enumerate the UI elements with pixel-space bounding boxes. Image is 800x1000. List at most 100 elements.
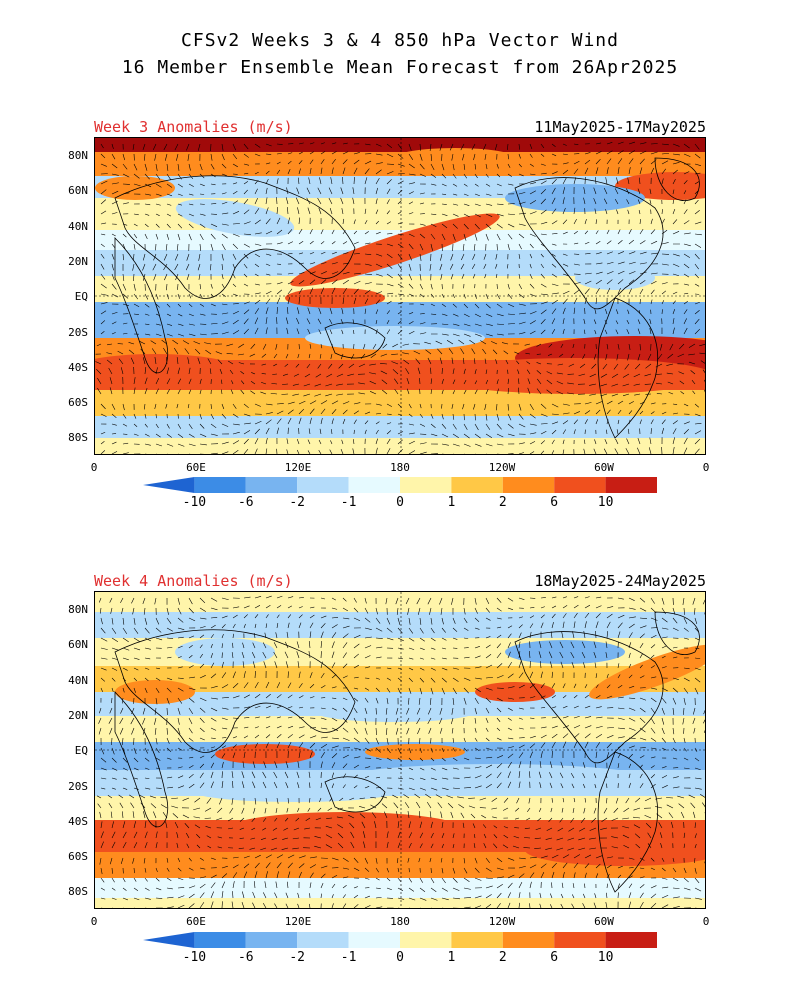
wind-vector [415, 358, 421, 365]
wind-vector [582, 353, 586, 359]
wind-vector [133, 213, 139, 216]
wind-vector [496, 717, 501, 722]
wind-vector [100, 647, 108, 650]
wind-vector [210, 857, 216, 860]
wind-vector [364, 895, 370, 899]
wind-vector [199, 717, 205, 724]
wind-vector [644, 797, 652, 802]
wind-vector [496, 867, 504, 871]
wind-vector [540, 751, 543, 759]
wind-vector [328, 197, 333, 205]
wind-vector [627, 353, 630, 361]
wind-vector [606, 856, 614, 859]
wind-vector [309, 408, 315, 415]
wind-vector [639, 251, 647, 255]
wind-vector [375, 707, 377, 715]
wind-vector [452, 877, 458, 883]
wind-vector [350, 353, 355, 360]
wind-vector [254, 596, 262, 599]
wind-vector [276, 410, 284, 415]
wind-vector [628, 616, 636, 619]
wind-vector [276, 623, 279, 629]
wind-vector [144, 767, 150, 770]
wind-vector [254, 623, 257, 629]
wind-vector [210, 643, 213, 649]
wind-vector [562, 143, 567, 146]
wind-vector [188, 857, 192, 862]
wind-vector [419, 192, 425, 195]
wind-vector [441, 617, 444, 625]
wind-vector [573, 733, 580, 739]
wind-vector [177, 423, 182, 429]
wind-vector [635, 843, 641, 849]
wind-vector [556, 847, 564, 851]
wind-vector [144, 433, 150, 437]
wind-vector [639, 884, 645, 889]
wind-vector [463, 213, 470, 218]
wind-vector [142, 717, 146, 725]
wind-vector [386, 210, 390, 215]
wind-vector [342, 271, 350, 275]
wind-vector [96, 343, 102, 347]
wind-vector [199, 607, 207, 612]
wind-vector [672, 300, 676, 305]
wind-vector [287, 152, 293, 155]
wind-vector [606, 167, 609, 175]
wind-vector [186, 832, 190, 839]
wind-vector [485, 423, 491, 430]
wind-vector [232, 881, 235, 889]
wind-vector [661, 766, 667, 769]
week4-panel-label: Week 4 Anomalies (m/s) [94, 572, 293, 590]
wind-vector [692, 597, 696, 605]
wind-vector [537, 817, 542, 822]
wind-vector [551, 243, 557, 246]
wind-vector [551, 596, 557, 599]
wind-vector [185, 263, 190, 271]
wind-vector [144, 747, 148, 754]
wind-vector [306, 318, 311, 325]
wind-vector [408, 201, 414, 205]
wind-vector [419, 832, 424, 839]
wind-vector [606, 621, 611, 629]
wind-vector [320, 717, 327, 720]
wind-vector [186, 143, 190, 151]
wind-vector [188, 707, 194, 715]
wind-vector [639, 597, 646, 603]
wind-vector [221, 745, 227, 749]
wind-vector [232, 330, 240, 335]
wind-vector [210, 652, 213, 659]
wind-vector [703, 729, 705, 733]
wind-vector [177, 775, 184, 779]
wind-vector [210, 403, 212, 409]
wind-vector [308, 428, 311, 435]
wind-vector [298, 606, 303, 609]
wind-vector [177, 895, 185, 899]
wind-vector [317, 363, 322, 369]
wind-vector [661, 775, 668, 779]
wind-vector [210, 293, 215, 298]
anomaly-patch [345, 764, 645, 792]
wind-vector [100, 831, 104, 839]
wind-vector [483, 253, 487, 260]
wind-vector [617, 717, 625, 720]
wind-vector [342, 167, 346, 175]
wind-vector [626, 188, 630, 195]
wind-vector [614, 188, 619, 195]
wind-vector [562, 605, 568, 609]
wind-vector [408, 687, 412, 694]
wind-vector [683, 757, 689, 761]
wind-vector [320, 782, 322, 789]
wind-vector [155, 388, 159, 395]
wind-vector [661, 229, 668, 235]
wind-vector [419, 897, 427, 901]
wind-vector [276, 207, 279, 215]
wind-vector [155, 677, 161, 681]
wind-vector [276, 242, 283, 245]
wind-vector [188, 313, 194, 317]
wind-vector [187, 357, 190, 365]
wind-vector [221, 441, 229, 445]
wind-vector [430, 223, 437, 228]
wind-vector [295, 363, 300, 368]
wind-vector [329, 329, 333, 335]
wind-vector [231, 797, 234, 805]
